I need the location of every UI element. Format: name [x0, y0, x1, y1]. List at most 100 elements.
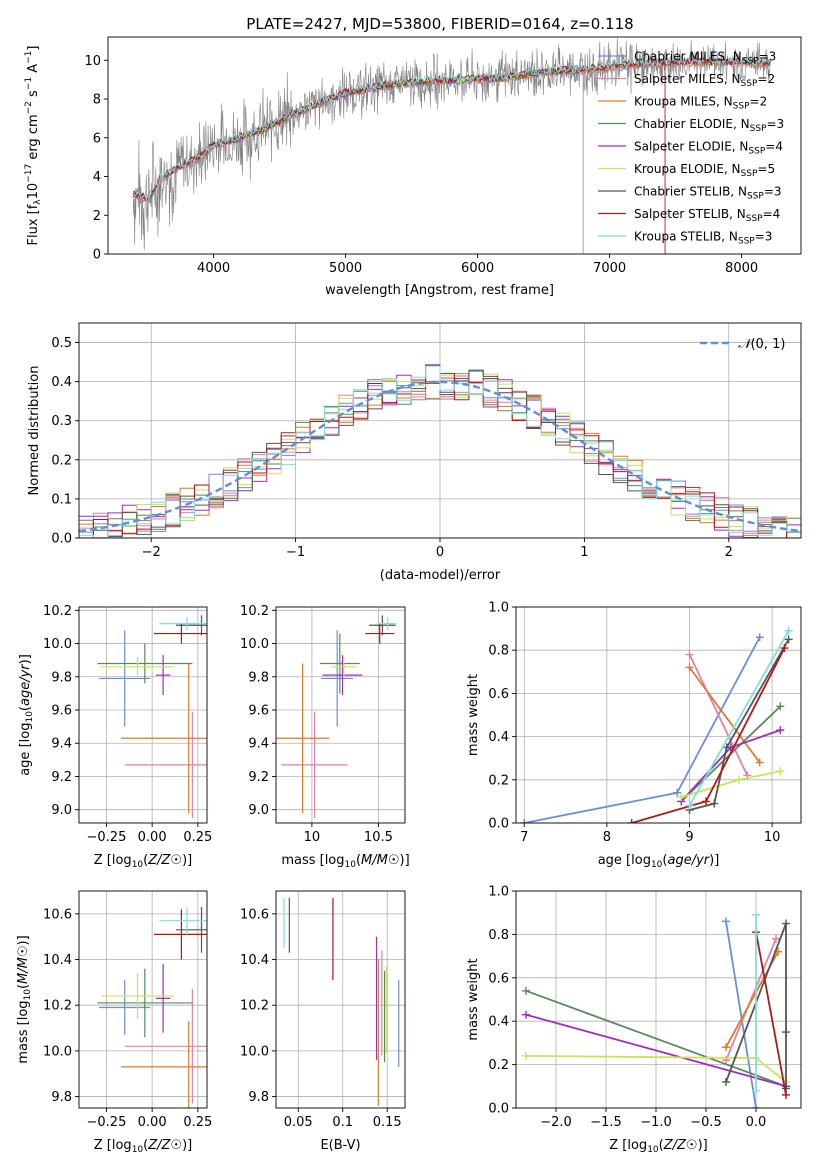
x-tick-label: 0.05 [284, 1115, 313, 1130]
y-tick-label: 9.0 [248, 803, 269, 818]
axes: 10 10.5 9.0 9.2 9.4 9.6 9.8 10.0 10.2 [240, 604, 406, 845]
x-tick-label: 5000 [329, 261, 362, 276]
x-tick-label: 0.25 [183, 830, 212, 845]
weight-series-salpeter-miles [685, 650, 752, 780]
weight-marker [710, 799, 719, 808]
weight-marker [627, 819, 636, 823]
weight-marker [673, 788, 682, 797]
errorbar-kroupa-elodie [100, 656, 175, 677]
errorbar-salpeter-elodie [155, 964, 171, 1033]
errorbar-kroupa-stelib [159, 616, 207, 631]
y-tick-label: 0 [93, 248, 101, 263]
legend-entry: Chabrier ELODIE, NSSP=3 [634, 117, 784, 134]
errorbar-kroupa-miles [276, 663, 330, 814]
y-tick-label: 4 [93, 170, 101, 185]
x-tick-label: 1 [580, 545, 588, 560]
errorbar-salpeter-stelib [153, 909, 207, 960]
y-tick-label: 10.4 [240, 953, 269, 968]
x-tick-label: 8 [603, 830, 611, 845]
x-axis-label: wavelength [Angstrom, rest frame] [325, 283, 554, 298]
x-tick-label: −0.25 [87, 830, 127, 845]
y-tick-label: 0.1 [51, 492, 72, 507]
weight-marker [735, 775, 744, 784]
x-tick-label: 0.0 [746, 1115, 767, 1130]
y-tick-label: 9.4 [51, 737, 72, 752]
weight-marker [772, 934, 780, 943]
y-tick-label: 10.0 [43, 637, 72, 652]
y-tick-label: 0.4 [51, 375, 72, 390]
age-vs-metallicity-panel: −0.25 0.00 0.25 9.0 9.2 9.4 9.6 9.8 10.0 10.2 Z [l… [18, 604, 212, 870]
y-tick-label: 0.5 [51, 336, 72, 351]
legend-entry: Kroupa STELIB, NSSP=3 [634, 230, 772, 247]
legend-entry: 𝒩(0, 1) [738, 337, 785, 352]
y-tick-label: 9.0 [51, 803, 72, 818]
mass-weight-vs-age-panel: 7 8 9 10 0.0 0.2 0.4 0.6 0.8 1.0 age [log10(age/yr… [466, 601, 802, 870]
errorbar-chabrier-miles [99, 630, 151, 727]
y-tick-label: 0.2 [488, 773, 509, 788]
weight-marker [755, 633, 764, 642]
weight-marker [685, 663, 694, 672]
errorbar-salpeter-elodie [322, 655, 363, 696]
normal-distribution-curve [79, 380, 801, 533]
x-tick-label: −1 [286, 545, 305, 560]
y-tick-label: 9.6 [248, 704, 269, 719]
y-tick-label: 0.8 [488, 644, 509, 659]
x-tick-label: −2.0 [540, 1115, 572, 1130]
grid [79, 891, 207, 1108]
plot-area [132, 38, 771, 254]
axes: −0.25 0.00 0.25 9.8 10.0 10.2 10.4 10.6 [43, 890, 212, 1130]
y-axis-label: mass weight [466, 674, 481, 756]
y-axis-label: age [log10(age/yr)] [18, 654, 35, 776]
weight-marker [776, 702, 785, 711]
x-tick-label: 10 [764, 830, 781, 845]
y-tick-label: 9.8 [51, 670, 72, 685]
y-tick-label: 0.6 [488, 971, 509, 986]
x-axis-label: age [log10(age/yr)] [598, 853, 720, 870]
axes-frame [78, 890, 208, 1109]
x-tick-label: 2 [725, 545, 733, 560]
x-tick-label: 9 [685, 830, 693, 845]
age-vs-mass-panel: 10 10.5 9.0 9.2 9.4 9.6 9.8 10.0 10.2 mass [log10… [240, 604, 410, 870]
y-tick-label: 0.0 [488, 817, 509, 832]
weight-marker [520, 819, 529, 823]
legend-entry: Kroupa ELODIE, NSSP=5 [634, 162, 775, 179]
x-tick-label: 0.00 [138, 1115, 167, 1130]
grid [276, 891, 405, 1108]
errorbar-chabrier-stelib [175, 615, 207, 636]
y-tick-label: 6 [93, 131, 101, 146]
weight-marker [722, 1043, 730, 1052]
errorbar-chabrier-elodie [319, 633, 360, 694]
plot-area [522, 910, 790, 1108]
weight-marker [782, 919, 790, 928]
y-tick-label: 10.0 [240, 1044, 269, 1059]
weight-marker [522, 986, 530, 995]
x-tick-label: 7000 [593, 261, 626, 276]
grid [79, 323, 801, 539]
axes: 4000 5000 6000 7000 8000 0 2 4 6 8 10 [84, 36, 802, 276]
weight-marker [752, 1086, 760, 1095]
histogram-kroupa-elodie [79, 373, 801, 538]
x-tick-label: 6000 [461, 261, 494, 276]
errorbar-chabrier-stelib [369, 615, 396, 636]
model-spectrum-kroupa-stelib [133, 56, 771, 201]
errorbar-salpeter-miles [281, 711, 348, 819]
weight-marker [522, 1010, 530, 1019]
y-tick-label: 2 [93, 209, 101, 224]
y-tick-label: 9.8 [51, 1090, 72, 1105]
model-spectrum-chabrier-elodie [226, 66, 584, 145]
errorbar-kroupa-elodie [330, 656, 358, 677]
weight-series-kroupa-stelib [752, 910, 760, 1095]
weight-marker [784, 635, 793, 644]
x-axis-label: Z [log10(Z/Z☉)] [94, 853, 192, 870]
x-tick-label: −2 [142, 545, 161, 560]
x-axis-label: (data-model)/error [380, 568, 501, 583]
mass-weight-vs-metallicity-panel: −2.0 −1.5 −1.0 −0.5 0.0 0.0 0.2 0.4 0.6 0.8 1.0 Z [… [466, 885, 802, 1155]
weight-series-kroupa-miles [722, 947, 782, 1052]
weight-series-kroupa-stelib [685, 626, 793, 810]
axes: −0.25 0.00 0.25 9.0 9.2 9.4 9.6 9.8 10.0 10.2 [43, 604, 212, 845]
weight-marker [685, 801, 694, 810]
weight-marker [755, 758, 764, 767]
observed-spectrum [132, 38, 771, 251]
axes-frame [275, 890, 406, 1109]
